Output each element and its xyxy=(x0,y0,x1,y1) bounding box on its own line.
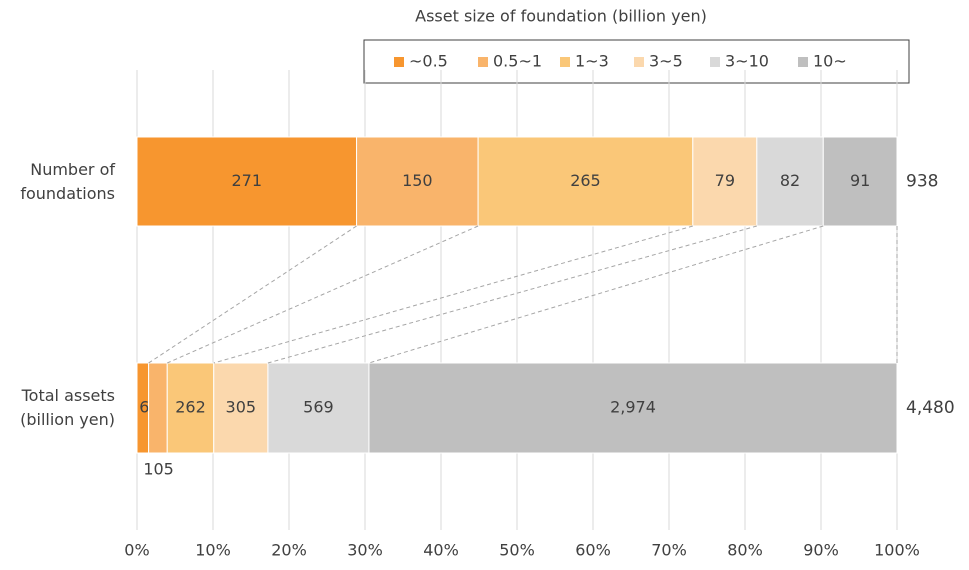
bar-segment xyxy=(692,136,758,227)
legend-swatch xyxy=(710,57,720,67)
x-tick-label: 10% xyxy=(195,541,231,560)
x-tick-label: 90% xyxy=(803,541,839,560)
connector xyxy=(368,225,824,364)
bar-segment xyxy=(267,362,370,454)
value-label: 305 xyxy=(226,398,257,417)
x-tick-label: 0% xyxy=(124,541,149,560)
legend-label: 0.5~1 xyxy=(493,52,542,71)
legend-label: 3~5 xyxy=(649,52,683,71)
connector xyxy=(167,225,479,364)
x-tick-label: 20% xyxy=(271,541,307,560)
legend-label: 1~3 xyxy=(575,52,609,71)
legend-title: Asset size of foundation (billion yen) xyxy=(415,7,707,26)
x-tick-label: 80% xyxy=(727,541,763,560)
legend-swatch xyxy=(394,57,404,67)
value-label: 91 xyxy=(850,171,870,190)
bar-segment xyxy=(368,362,898,454)
bar-segment xyxy=(148,362,168,454)
value-label: 2,974 xyxy=(610,398,656,417)
bar-segment xyxy=(213,362,269,454)
legend-swatch xyxy=(560,57,570,67)
x-tick-label: 50% xyxy=(499,541,535,560)
bar-segment xyxy=(477,136,694,227)
legend-label: ~0.5 xyxy=(409,52,448,71)
x-tick-label: 60% xyxy=(575,541,611,560)
bar-segment xyxy=(822,136,898,227)
category-label: Total assets (billion yen) xyxy=(20,386,115,429)
value-label: 265 xyxy=(570,171,601,190)
legend-swatch xyxy=(478,57,488,67)
bar-segment xyxy=(756,136,824,227)
bar-segment xyxy=(136,136,358,227)
value-label: 271 xyxy=(232,171,263,190)
legend-swatch xyxy=(798,57,808,67)
legend-swatch xyxy=(634,57,644,67)
value-label: 105 xyxy=(143,460,174,479)
connector xyxy=(213,225,693,364)
value-label: 79 xyxy=(715,171,735,190)
legend-label: 3~10 xyxy=(725,52,769,71)
total-label: 4,480 xyxy=(906,398,955,418)
x-tick-label: 70% xyxy=(651,541,687,560)
value-label: 150 xyxy=(402,171,433,190)
x-tick-label: 40% xyxy=(423,541,459,560)
legend-label: 10~ xyxy=(813,52,847,71)
x-tick-label: 30% xyxy=(347,541,383,560)
bar-segment xyxy=(356,136,479,227)
value-label: 262 xyxy=(175,398,206,417)
total-label: 938 xyxy=(906,172,938,192)
x-tick-label: 100% xyxy=(874,541,920,560)
value-label: 82 xyxy=(780,171,800,190)
value-label: 569 xyxy=(303,398,334,417)
bar-segment xyxy=(166,362,215,454)
connector xyxy=(267,225,757,364)
category-label: Number of foundations xyxy=(20,159,115,203)
connector xyxy=(148,225,357,364)
